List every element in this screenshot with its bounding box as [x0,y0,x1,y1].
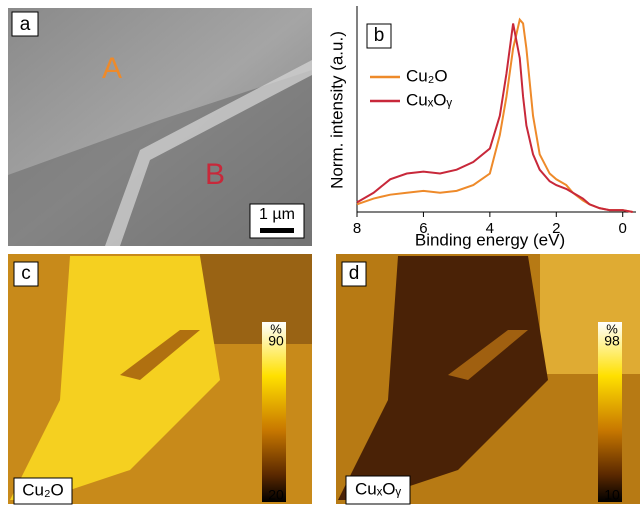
panel-a: a A B 1 µm [8,8,312,246]
colorbar [598,322,622,502]
panel-label: c [21,263,31,284]
panel-c: % 90 20 c Cu₂O [8,254,312,504]
map-name: Cu₂O [22,480,64,499]
panel-label: a [20,14,31,35]
panel-label: b [374,25,385,46]
panel-b: b Binding energy (eV) Norm. intensity (a… [327,6,636,249]
colorbar-max: 98 [604,333,620,349]
panel-label: d [349,263,360,284]
panel-d: % 98 10 d CuₓOᵧ [336,254,640,504]
map-name: CuₓOᵧ [355,479,402,498]
x-tick-label: 4 [486,220,494,237]
colorbar [262,322,286,502]
colorbar-max: 90 [268,333,284,349]
map-shade [540,254,640,374]
line [357,20,633,212]
region-label: B [205,158,225,191]
colorbar-min: 20 [268,487,284,503]
region-label: A [102,52,122,85]
y-axis-label: Norm. intensity (a.u.) [327,31,346,189]
legend-label: Cu₂O [406,66,448,85]
x-tick-label: 2 [552,220,560,237]
x-tick-label: 8 [353,220,361,237]
x-tick-label: 6 [419,220,427,237]
x-tick-label: 0 [619,220,627,237]
legend-label: CuₓOᵧ [406,90,453,109]
colorbar-min: 10 [604,487,620,503]
scale-bar [260,228,294,233]
scale-bar-label: 1 µm [259,206,295,223]
map-shade [200,254,312,344]
line [357,23,633,212]
figure: a A B 1 µm b Binding energy (eV) Norm. i… [0,0,644,510]
